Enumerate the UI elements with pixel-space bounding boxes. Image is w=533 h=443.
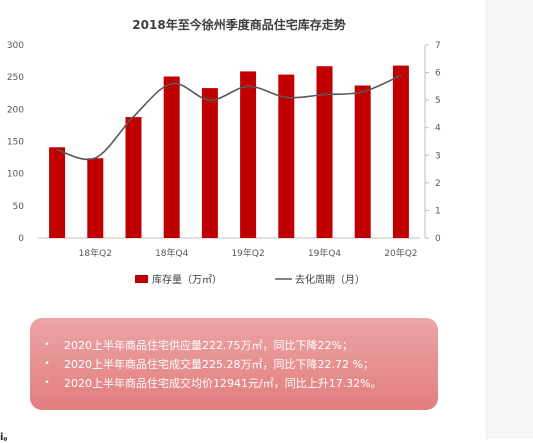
y-axis-right: 0 1 2 3 4 5 6 7 bbox=[424, 41, 441, 244]
cycle-point-20Q1 bbox=[361, 91, 364, 93]
x-tick-label: 19年Q4 bbox=[308, 247, 342, 259]
bar-19Q4 bbox=[316, 66, 333, 238]
bullet-icon: • bbox=[44, 359, 50, 369]
cycle-point-19Q2 bbox=[247, 85, 249, 88]
y-axis-left: 0 50 100 150 200 250 300 bbox=[7, 41, 24, 244]
summary-item: • 2020上半年商品住宅供应量222.75万㎡，同比下降22%； bbox=[40, 336, 438, 355]
bullet-icon: • bbox=[44, 340, 50, 350]
y-left-tick-label: 50 bbox=[13, 202, 25, 212]
bullet-icon: • bbox=[44, 378, 50, 388]
cycle-point-19Q4 bbox=[323, 93, 326, 96]
summary-text: 2020上半年商品住宅成交量225.28万㎡，同比下降22.72 %； bbox=[64, 358, 374, 371]
cut-off-text: i。 bbox=[0, 432, 14, 443]
bar-18Q4 bbox=[163, 76, 180, 238]
y-right-tick-label: 3 bbox=[435, 151, 441, 161]
x-axis-tick-labels: 18年Q2 18年Q4 19年Q2 19年Q4 20年Q2 bbox=[79, 247, 418, 259]
absorption-cycle-line bbox=[56, 74, 402, 161]
bar-19Q2 bbox=[240, 71, 257, 238]
x-tick-label: 20年Q2 bbox=[384, 247, 417, 259]
y-left-tick-label: 0 bbox=[18, 234, 24, 244]
cycle-point-18Q4 bbox=[170, 82, 173, 85]
cycle-point-18Q2 bbox=[94, 157, 97, 159]
summary-box: • 2020上半年商品住宅供应量222.75万㎡，同比下降22%； • 2020… bbox=[30, 318, 438, 410]
y-right-tick-label: 2 bbox=[435, 179, 441, 189]
y-left-tick-label: 250 bbox=[7, 73, 24, 83]
chart-legend: 库存量（万㎡） 去化周期（月） bbox=[135, 273, 365, 286]
cycle-point-18Q1 bbox=[56, 148, 58, 151]
chart-title: 2018年至今徐州季度商品住宅库存走势 bbox=[132, 17, 345, 32]
inventory-bars bbox=[49, 65, 409, 239]
summary-list: • 2020上半年商品住宅供应量222.75万㎡，同比下降22%； • 2020… bbox=[30, 318, 438, 393]
summary-text: 2020上半年商品住宅成交均价12941元/㎡，同比上升17.32%。 bbox=[64, 377, 382, 390]
y-left-tick-label: 100 bbox=[7, 170, 24, 180]
cycle-point-19Q3 bbox=[285, 96, 288, 99]
cycle-point-20Q2 bbox=[400, 74, 402, 77]
right-side-panel bbox=[487, 0, 533, 439]
cycle-point-19Q1 bbox=[209, 99, 211, 101]
y-right-tick-label: 4 bbox=[435, 124, 441, 134]
panel-divider bbox=[486, 0, 487, 439]
y-left-tick-label: 200 bbox=[7, 105, 24, 115]
legend-bar-swatch bbox=[135, 275, 148, 283]
x-tick-label: 18年Q2 bbox=[79, 247, 112, 259]
x-tick-label: 18年Q4 bbox=[155, 247, 189, 259]
y-left-tick-label: 300 bbox=[7, 41, 24, 51]
y-right-tick-label: 1 bbox=[435, 206, 441, 216]
y-left-tick-label: 150 bbox=[7, 138, 24, 148]
x-tick-label: 19年Q2 bbox=[231, 247, 264, 259]
y-right-tick-label: 5 bbox=[435, 96, 441, 106]
bar-19Q1 bbox=[201, 88, 218, 238]
cycle-point-18Q3 bbox=[132, 115, 135, 118]
y-right-tick-label: 0 bbox=[435, 234, 441, 244]
legend-bar-label: 库存量（万㎡） bbox=[152, 273, 222, 286]
summary-text: 2020上半年商品住宅供应量222.75万㎡，同比下降22%； bbox=[64, 339, 353, 352]
bar-18Q2 bbox=[87, 158, 104, 238]
summary-item: • 2020上半年商品住宅成交量225.28万㎡，同比下降22.72 %； bbox=[40, 355, 438, 374]
y-right-tick-label: 7 bbox=[435, 41, 441, 51]
y-right-tick-label: 6 bbox=[435, 69, 441, 79]
bar-20Q1 bbox=[354, 85, 371, 238]
bar-20Q2 bbox=[392, 65, 409, 238]
summary-item: • 2020上半年商品住宅成交均价12941元/㎡，同比上升17.32%。 bbox=[40, 374, 438, 393]
bar-18Q3 bbox=[125, 117, 142, 238]
legend-line-label: 去化周期（月） bbox=[295, 273, 365, 286]
bar-19Q3 bbox=[278, 74, 295, 239]
cycle-line-path bbox=[56, 74, 402, 161]
bar-18Q1 bbox=[49, 147, 66, 238]
